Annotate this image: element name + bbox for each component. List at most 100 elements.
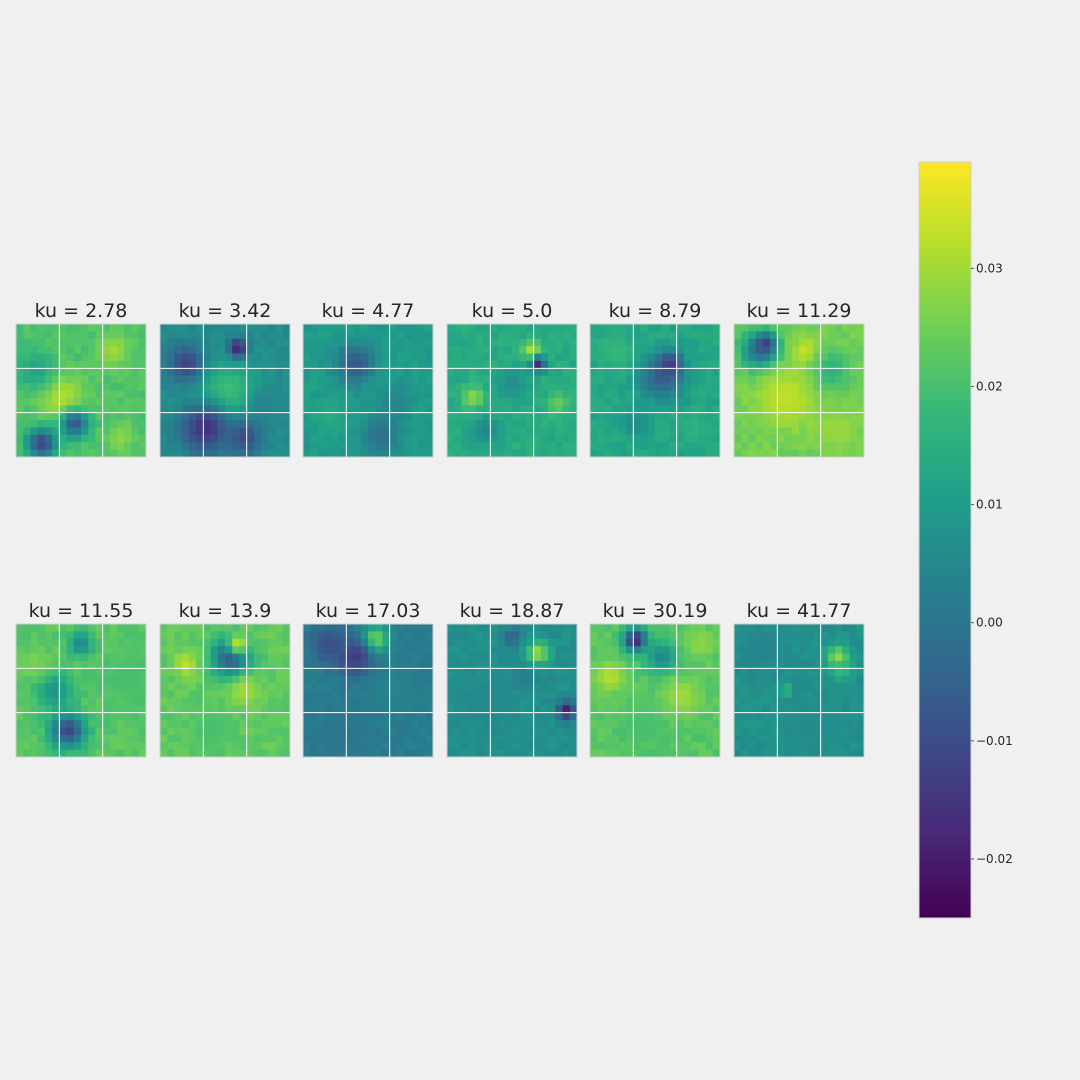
heatmap-cell xyxy=(232,405,241,414)
heatmap-cell xyxy=(633,720,642,729)
heatmap-cell xyxy=(611,720,620,729)
heatmap-cell xyxy=(618,346,627,355)
heatmap-cell xyxy=(640,353,649,362)
heatmap-cell xyxy=(246,346,255,355)
heatmap-cell xyxy=(748,397,757,406)
heatmap-cell xyxy=(131,683,140,692)
heatmap-cell xyxy=(246,434,255,443)
heatmap-cell xyxy=(618,712,627,721)
heatmap-cell xyxy=(468,338,477,347)
heatmap-cell xyxy=(849,353,858,362)
heatmap-cell xyxy=(856,690,864,699)
heatmap-cell xyxy=(647,338,656,347)
heatmap-cell xyxy=(425,397,433,406)
heatmap-cell xyxy=(232,353,241,362)
heatmap-cell xyxy=(52,690,60,699)
heatmap-cell xyxy=(188,360,197,369)
heatmap-cell xyxy=(16,375,24,384)
heatmap-cell xyxy=(497,668,506,677)
heatmap-cell xyxy=(762,734,771,743)
heatmap-cell xyxy=(37,346,46,355)
heatmap-cell xyxy=(167,653,176,662)
heatmap-cell xyxy=(317,742,326,751)
heatmap-cell xyxy=(210,375,219,384)
heatmap-cell xyxy=(611,727,620,736)
heatmap-cell xyxy=(360,712,369,721)
heatmap-cell xyxy=(734,638,742,647)
heatmap-cell xyxy=(138,353,146,362)
heatmap-cell xyxy=(791,375,800,384)
heatmap-cell xyxy=(246,324,255,332)
heatmap-cell xyxy=(662,324,671,332)
heatmap-cell xyxy=(676,749,685,757)
heatmap-cell xyxy=(167,375,176,384)
heatmap-cell xyxy=(755,668,764,677)
heatmap-cell xyxy=(411,449,420,457)
heatmap-cell xyxy=(188,405,197,414)
heatmap-cell xyxy=(655,390,663,399)
heatmap-cell xyxy=(109,368,118,377)
heatmap-cell xyxy=(562,683,571,692)
heatmap-cell xyxy=(777,668,786,677)
heatmap-cell xyxy=(461,346,470,355)
heatmap-cell xyxy=(569,420,577,429)
heatmap-cell xyxy=(360,734,369,743)
heatmap-cell xyxy=(73,397,82,406)
heatmap-cell xyxy=(820,660,829,669)
heatmap-cell xyxy=(705,624,714,632)
heatmap-cell xyxy=(411,390,420,399)
heatmap-cell xyxy=(339,653,347,662)
heatmap-cell xyxy=(813,412,822,421)
heatmap-cell xyxy=(181,675,190,684)
heatmap-cell xyxy=(44,449,53,457)
heatmap-cell xyxy=(548,375,556,384)
heatmap-cell xyxy=(346,346,355,355)
heatmap-cell xyxy=(310,383,319,392)
heatmap-cell xyxy=(124,324,133,332)
heatmap-cell xyxy=(806,427,815,436)
heatmap-cell xyxy=(669,705,678,714)
heatmap-cell xyxy=(611,749,620,757)
heatmap-cell xyxy=(44,360,53,369)
heatmap-cell xyxy=(777,660,786,669)
heatmap-cell xyxy=(30,697,39,706)
heatmap-cell xyxy=(454,668,463,677)
heatmap-cell xyxy=(555,734,564,743)
heatmap-cell xyxy=(799,749,807,757)
heatmap-cell xyxy=(217,324,226,332)
heatmap-cell xyxy=(683,690,692,699)
heatmap-cell xyxy=(160,690,168,699)
heatmap-cell xyxy=(317,712,326,721)
heatmap-cell xyxy=(66,727,75,736)
heatmap-cell xyxy=(81,675,89,684)
heatmap-cell xyxy=(490,668,499,677)
heatmap-cell xyxy=(475,705,484,714)
heatmap-cell xyxy=(468,331,477,340)
heatmap-cell xyxy=(81,646,89,655)
heatmap-cell xyxy=(196,360,204,369)
heatmap-cell xyxy=(461,331,470,340)
heatmap-cell xyxy=(755,397,764,406)
heatmap-cell xyxy=(647,383,656,392)
heatmap-cell xyxy=(540,420,549,429)
heatmap-cell xyxy=(640,668,649,677)
heatmap-cell xyxy=(461,697,470,706)
heatmap-cell xyxy=(16,683,24,692)
heatmap-cell xyxy=(784,420,793,429)
heatmap-cell xyxy=(339,383,347,392)
heatmap-cell xyxy=(317,683,326,692)
heatmap-cell xyxy=(806,697,815,706)
heatmap-cell xyxy=(425,346,433,355)
heatmap-cell xyxy=(548,727,556,736)
heatmap-cell xyxy=(346,412,355,421)
heatmap-cell xyxy=(239,434,248,443)
heatmap-cell xyxy=(799,705,807,714)
heatmap-cell xyxy=(310,697,319,706)
heatmap-cell xyxy=(160,324,168,332)
heatmap-cell xyxy=(483,653,491,662)
heatmap-cell xyxy=(741,338,750,347)
heatmap-cell xyxy=(368,412,376,421)
heatmap-cell xyxy=(562,624,571,632)
heatmap-cell xyxy=(526,324,535,332)
